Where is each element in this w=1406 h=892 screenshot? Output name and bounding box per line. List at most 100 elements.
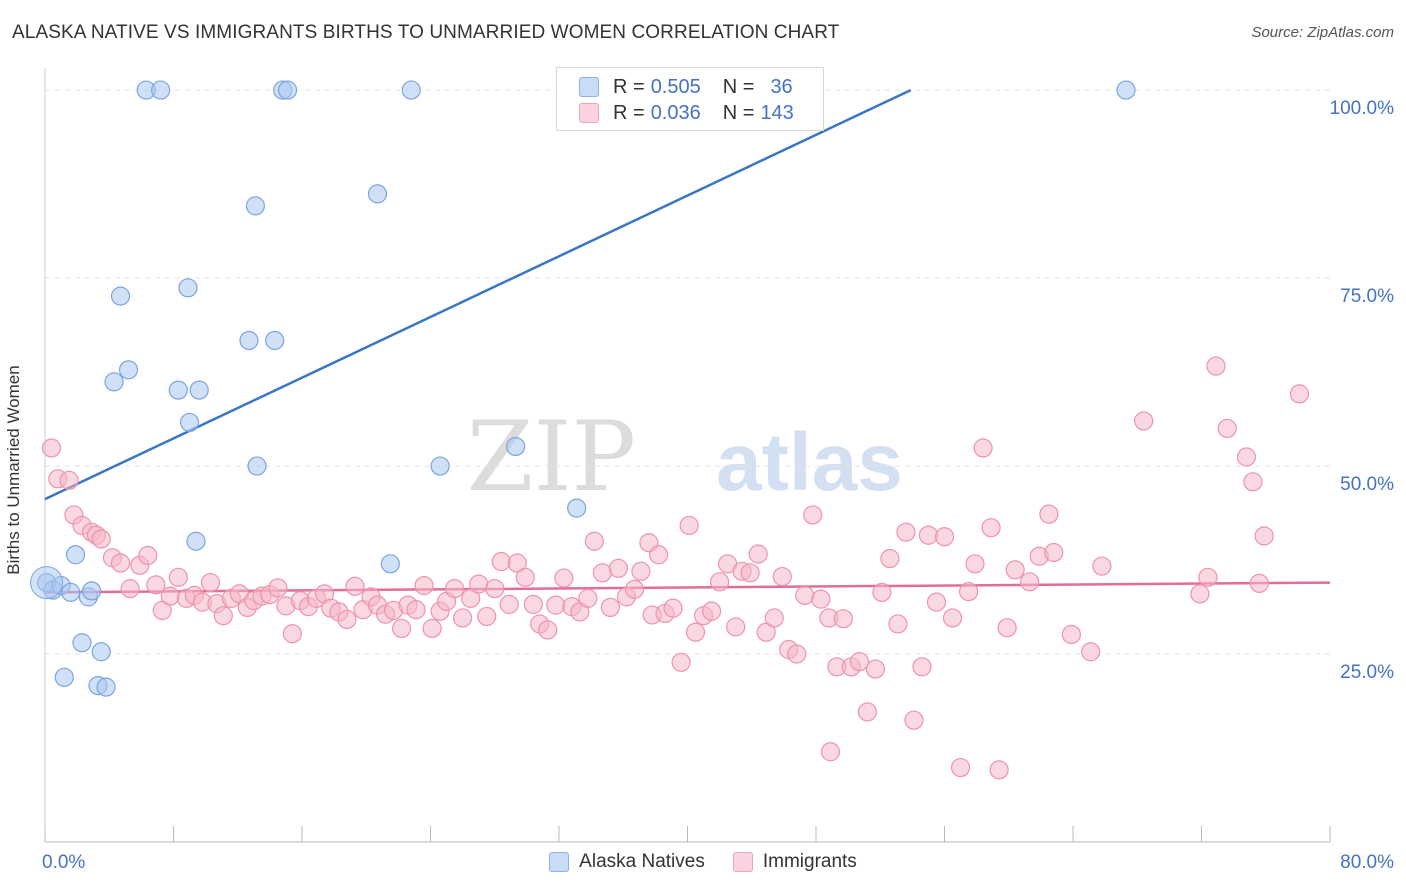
alaska-native-point bbox=[401, 80, 421, 100]
watermark-zip: ZIP bbox=[467, 401, 636, 513]
alaska-native-point bbox=[430, 456, 450, 476]
alaska-native-point bbox=[186, 531, 206, 551]
legend-swatch-alaska-natives bbox=[549, 852, 570, 872]
immigrant-point bbox=[981, 518, 1001, 538]
immigrant-point bbox=[764, 608, 784, 628]
immigrant-point bbox=[989, 760, 1009, 780]
immigrant-point bbox=[146, 575, 166, 595]
immigrant-point bbox=[880, 548, 900, 569]
alaska-native-point bbox=[168, 380, 188, 400]
chart-title: ALASKA NATIVE VS IMMIGRANTS BIRTHS TO UN… bbox=[12, 22, 840, 43]
immigrant-point bbox=[578, 588, 598, 608]
series-legend: Alaska Natives Immigrants bbox=[0, 851, 1406, 873]
alaska-native-point bbox=[54, 667, 74, 687]
y-tick-label: 25.0% bbox=[1340, 662, 1394, 684]
y-tick-label: 100.0% bbox=[1329, 98, 1394, 120]
immigrant-point bbox=[120, 579, 140, 599]
immigrant-point bbox=[679, 515, 699, 536]
immigrant-point bbox=[942, 608, 963, 628]
legend-item-immigrants: Immigrants bbox=[732, 851, 857, 873]
alaska-native-point bbox=[81, 581, 102, 601]
immigrant-point bbox=[1061, 624, 1081, 645]
immigrant-point bbox=[485, 579, 505, 599]
immigrant-point bbox=[740, 563, 760, 583]
alaska-native-point bbox=[245, 196, 266, 216]
immigrant-point bbox=[973, 438, 993, 458]
immigrant-point bbox=[701, 601, 722, 621]
alaska-native-point bbox=[247, 456, 267, 476]
x-tick-label-max: 80.0% bbox=[1340, 852, 1394, 873]
immigrant-point bbox=[1236, 447, 1257, 467]
immigrant-point bbox=[1217, 418, 1237, 439]
immigrant-point bbox=[1249, 573, 1269, 593]
alaska-native-point bbox=[91, 642, 111, 662]
immigrant-point bbox=[152, 600, 172, 621]
immigrant-point bbox=[453, 608, 473, 628]
immigrant-point bbox=[168, 567, 188, 587]
alaska-native-point bbox=[239, 330, 259, 351]
alaska-native-point bbox=[1116, 80, 1136, 100]
legend-swatch-immigrants bbox=[732, 852, 753, 872]
immigrant-point bbox=[507, 553, 527, 573]
y-axis-label: Births to Unmarried Women bbox=[4, 365, 23, 575]
immigrant-point bbox=[904, 710, 924, 730]
immigrant-point bbox=[608, 558, 629, 578]
legend-swatch-alaska-natives bbox=[579, 77, 599, 97]
legend-r-value: 0.036 bbox=[650, 101, 701, 124]
immigrant-point bbox=[811, 589, 831, 609]
alaska-native-point bbox=[277, 80, 298, 100]
grid-lines bbox=[45, 89, 1330, 655]
legend-swatch-immigrants bbox=[579, 103, 599, 123]
immigrant-point bbox=[631, 561, 651, 581]
immigrant-point bbox=[958, 582, 979, 602]
legend-r-label: R = bbox=[613, 101, 645, 124]
immigrant-point bbox=[1198, 567, 1218, 587]
immigrant-point bbox=[833, 609, 853, 629]
immigrant-point bbox=[857, 702, 878, 722]
immigrant-point bbox=[1134, 411, 1154, 431]
immigrant-point bbox=[523, 594, 543, 614]
immigrant-point bbox=[787, 644, 807, 664]
immigrant-point bbox=[477, 606, 497, 627]
alaska-native-point bbox=[65, 545, 86, 565]
alaska-native-point bbox=[61, 582, 81, 602]
immigrant-point bbox=[584, 531, 604, 551]
immigrant-point bbox=[554, 568, 574, 588]
legend-row-immigrants: R = 0.036 N = 143 bbox=[579, 100, 794, 126]
immigrant-point bbox=[200, 572, 221, 593]
immigrant-point bbox=[345, 576, 365, 596]
immigrant-point bbox=[1044, 542, 1064, 563]
legend-item-alaska-natives: Alaska Natives bbox=[549, 851, 705, 873]
alaska-native-point bbox=[567, 498, 587, 518]
immigrant-point bbox=[1092, 556, 1112, 576]
alaska-native-point bbox=[72, 633, 92, 653]
alaska-native-point bbox=[179, 412, 200, 433]
legend-n-label: N = bbox=[722, 101, 755, 124]
immigrant-point bbox=[663, 598, 683, 618]
immigrant-point bbox=[59, 470, 79, 490]
immigrant-point bbox=[934, 527, 955, 547]
immigrant-point bbox=[685, 622, 706, 642]
immigrant-point bbox=[414, 575, 434, 596]
immigrant-point bbox=[491, 551, 511, 572]
immigrant-point bbox=[110, 553, 131, 573]
immigrant-point bbox=[624, 579, 645, 599]
immigrant-point bbox=[138, 545, 158, 566]
source-credit: Source: ZipAtlas.com bbox=[1251, 24, 1394, 41]
immigrant-point bbox=[422, 618, 442, 639]
immigrant-point bbox=[499, 594, 519, 614]
immigrant-point bbox=[282, 624, 302, 644]
y-axis-label-wrap: Births to Unmarried Women bbox=[4, 365, 38, 574]
immigrant-point bbox=[461, 588, 481, 608]
immigrant-point bbox=[926, 592, 947, 612]
immigrant-point bbox=[469, 574, 489, 594]
alaska-native-point bbox=[118, 360, 139, 380]
axes bbox=[44, 68, 1331, 843]
immigrant-point bbox=[896, 522, 916, 542]
legend-r-label: R = bbox=[613, 75, 645, 98]
alaska-native-point bbox=[96, 677, 116, 697]
watermark: ZIP atlas bbox=[467, 401, 903, 513]
immigrant-point bbox=[600, 597, 621, 618]
immigrant-point bbox=[406, 600, 426, 620]
